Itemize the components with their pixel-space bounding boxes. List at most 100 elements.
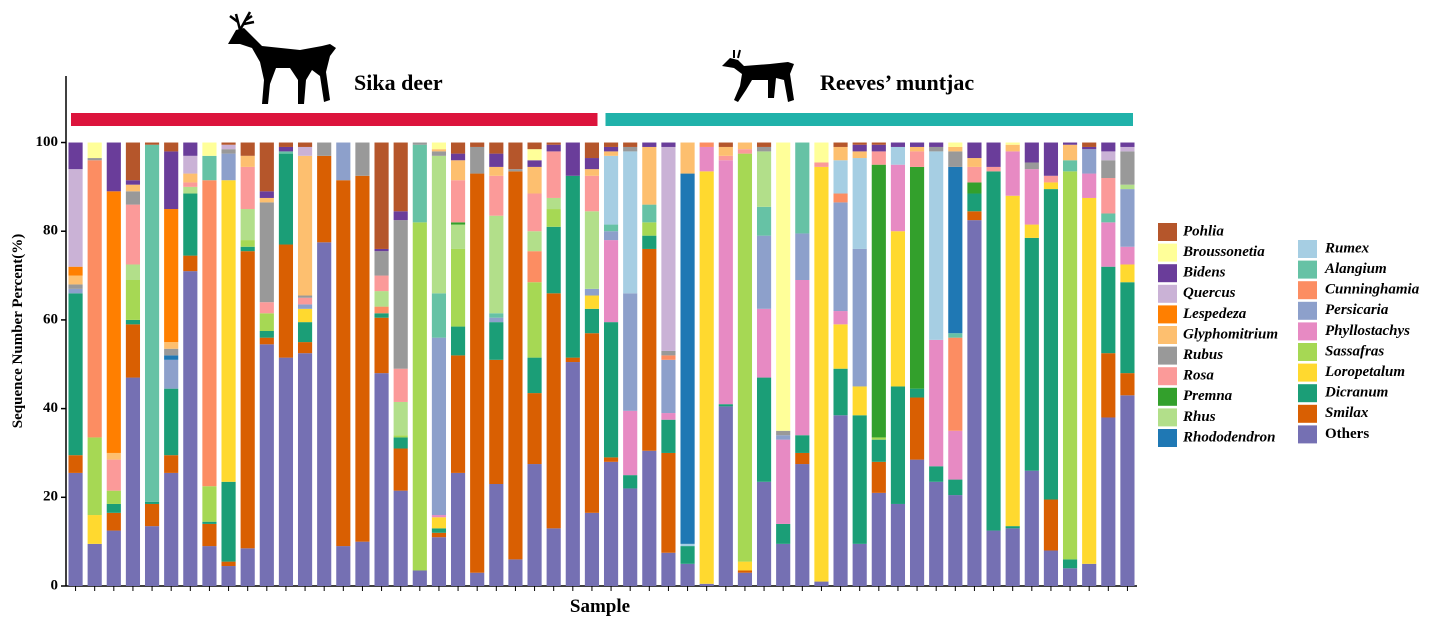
bar-segment	[872, 493, 886, 586]
bar-segment	[317, 242, 331, 586]
bar-segment	[68, 143, 82, 170]
bar-segment	[432, 156, 446, 293]
bar-segment	[374, 313, 388, 317]
bar-segment	[623, 488, 637, 586]
bar-segment	[757, 143, 771, 147]
bar-segment	[604, 156, 618, 225]
legend-label: Glyphomitrium	[1183, 326, 1278, 342]
bar-segment	[566, 176, 580, 358]
bar-segment	[1101, 151, 1115, 160]
bar-segment	[661, 553, 675, 586]
bar-segment	[298, 298, 312, 305]
bar-segment	[413, 143, 427, 145]
bar-segment	[547, 143, 561, 145]
bar-segment	[642, 222, 656, 235]
bar-segment	[489, 322, 503, 360]
bar-segment	[910, 151, 924, 167]
bar-segment	[202, 524, 216, 546]
bar-segment	[68, 276, 82, 285]
bar-segment	[1082, 143, 1096, 147]
bar-segment	[776, 435, 790, 439]
bar-segment	[260, 202, 274, 302]
bar-segment	[833, 143, 847, 147]
bar-segment	[1025, 238, 1039, 471]
bar-segment	[1025, 225, 1039, 238]
bar-segment	[336, 143, 350, 181]
bar-segment	[145, 502, 159, 504]
bar-segment	[547, 151, 561, 198]
bar-segment	[451, 249, 465, 327]
legend-label: Rhus	[1182, 409, 1216, 425]
bar-segment	[661, 351, 675, 355]
bar-segment	[891, 386, 905, 504]
bar-segment	[432, 533, 446, 537]
bar-segment	[795, 143, 809, 234]
bar-segment	[566, 358, 580, 362]
bar-segment	[700, 171, 714, 583]
bar-segment	[68, 267, 82, 276]
bar-segment	[183, 271, 197, 586]
bar-segment	[948, 431, 962, 480]
bar-segment	[623, 143, 637, 147]
legend-swatch	[1158, 388, 1177, 406]
bar-segment	[451, 225, 465, 249]
bar-segment	[1082, 149, 1096, 173]
bar-segment	[374, 276, 388, 292]
bar-segment	[891, 143, 905, 147]
bar-segment	[776, 440, 790, 524]
bar-segment	[1006, 143, 1020, 145]
bar-segment	[967, 182, 981, 193]
y-tick-label: 60	[43, 311, 58, 327]
bar-segment	[279, 154, 293, 245]
legend-label: Rubus	[1182, 347, 1223, 363]
bar-segment	[967, 143, 981, 159]
bar-segment	[451, 180, 465, 222]
bar-segment	[1120, 264, 1134, 282]
bar-segment	[126, 378, 140, 586]
bar-segment	[1044, 143, 1058, 176]
chart: Sample Sequence Number Percent(%) 020406…	[0, 0, 1434, 620]
bar-segment	[700, 147, 714, 171]
bar-segment	[183, 194, 197, 256]
legend-swatch	[1158, 223, 1177, 241]
legend-swatch	[1298, 425, 1317, 443]
bar-segment	[260, 198, 274, 202]
legend-swatch	[1158, 408, 1177, 426]
legend-swatch	[1298, 364, 1317, 382]
bar-segment	[145, 143, 159, 145]
legend-label: Cunninghamia	[1325, 282, 1420, 298]
bar-segment	[260, 331, 274, 338]
bar-segment	[1044, 176, 1058, 183]
legend-swatch	[1158, 264, 1177, 282]
bar-segment	[527, 251, 541, 282]
bar-segment	[986, 143, 1000, 167]
bar-segment	[394, 211, 408, 220]
bar-segment	[547, 293, 561, 528]
bar-segment	[432, 528, 446, 532]
bar-segment	[107, 460, 121, 491]
bar-segment	[719, 406, 733, 586]
bar-segment	[183, 143, 197, 156]
bar-segment	[719, 143, 733, 147]
group-label: Sika deer	[354, 70, 443, 95]
bar-segment	[814, 143, 828, 163]
bar-segment	[910, 389, 924, 398]
bar-segment	[891, 231, 905, 386]
bar-segment	[547, 145, 561, 152]
bar-segment	[1025, 471, 1039, 586]
bar-segment	[585, 296, 599, 309]
bar-segment	[642, 147, 656, 205]
bar-segment	[623, 411, 637, 475]
bar-segment	[221, 562, 235, 566]
legend-label: Alangium	[1324, 261, 1387, 277]
bar-segment	[527, 149, 541, 160]
legend-swatch	[1158, 347, 1177, 365]
bar-segment	[1025, 143, 1039, 163]
bar-segment	[604, 147, 618, 151]
bar-segment	[929, 340, 943, 466]
bar-segment	[1044, 182, 1058, 189]
bar-segment	[451, 473, 465, 586]
bar-segment	[508, 143, 522, 170]
bar-segment	[489, 216, 503, 314]
bar-segment	[221, 145, 235, 149]
